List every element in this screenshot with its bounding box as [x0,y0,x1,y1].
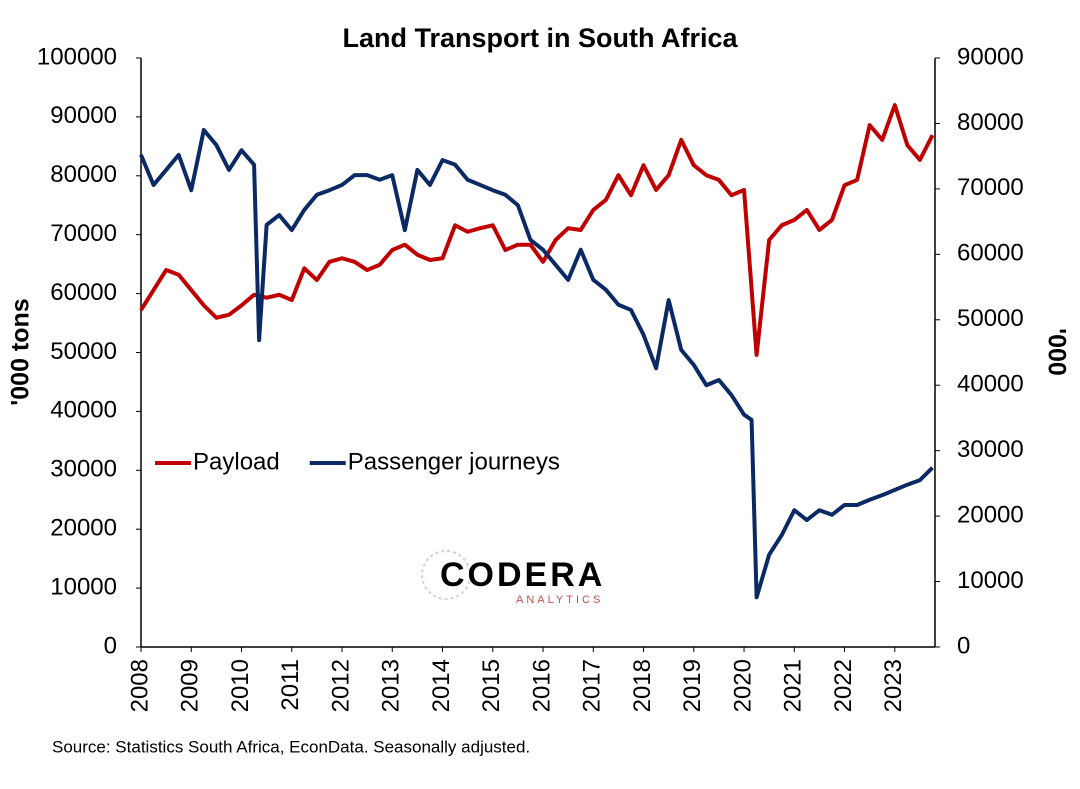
y-tick-label: 70000 [50,220,117,247]
x-tick-label: 2023 [880,659,907,712]
x-tick-label: 2014 [428,659,455,712]
x-tick-label: 2010 [227,659,254,712]
y2-tick-label: 90000 [957,43,1024,70]
y-axis-label: '000 tons [7,298,35,405]
y-tick-label: 100000 [37,43,117,70]
x-tick-label: 2012 [327,659,354,712]
y2-tick-label: 70000 [957,174,1024,201]
source-note: Source: Statistics South Africa, EconDat… [52,737,530,756]
data-line [139,103,935,357]
x-tick-label: 2019 [679,659,706,712]
plot-area: 0 10000 20000 30000 40000 50000 60000 70000 8000… [37,43,1024,712]
y2-tick-label: 30000 [957,436,1024,463]
logo-sub: ANALYTICS [516,594,603,606]
legend-label: Passenger journeys [348,448,560,475]
y2-tick-label: 0 [957,632,970,659]
x-tick-label: 2013 [378,659,405,712]
y-tick-label: 20000 [50,515,117,542]
x-tick-label: 2021 [780,659,807,712]
y-tick-label: 40000 [50,397,117,424]
y2-tick-label: 10000 [957,567,1024,594]
y2-axis-label: '000 [1042,328,1070,376]
x-tick-label: 2011 [277,659,304,711]
logo-name: CODERA [440,556,605,594]
chart-title: Land Transport in South Africa [342,23,738,53]
x-tick-label: 2009 [177,659,204,712]
y-tick-label: 90000 [50,102,117,129]
y-tick-label: 60000 [50,279,117,306]
x-tick-label: 2020 [729,659,756,712]
x-tick-label: 2008 [126,659,153,712]
logo: CODERA ANALYTICS [421,550,605,606]
x-tick-label: 2017 [579,659,606,712]
y-tick-label: 80000 [50,161,117,188]
data-line [139,127,934,600]
y-tick-label: 0 [104,632,117,659]
x-tick-label: 2022 [830,659,857,712]
y-tick-label: 30000 [50,456,117,483]
legend-label: Payload [193,448,280,475]
x-tick-label: 2018 [629,659,656,712]
y-tick-label: 10000 [50,573,117,600]
y2-tick-label: 20000 [957,501,1024,528]
y2-tick-label: 80000 [957,109,1024,136]
x-tick-label: 2016 [528,659,555,712]
y-tick-label: 50000 [50,338,117,365]
logo-icon [421,550,471,600]
y2-tick-label: 50000 [957,305,1024,332]
x-tick-label: 2015 [478,659,505,712]
y2-tick-label: 60000 [957,240,1024,267]
y2-tick-label: 40000 [957,371,1024,398]
